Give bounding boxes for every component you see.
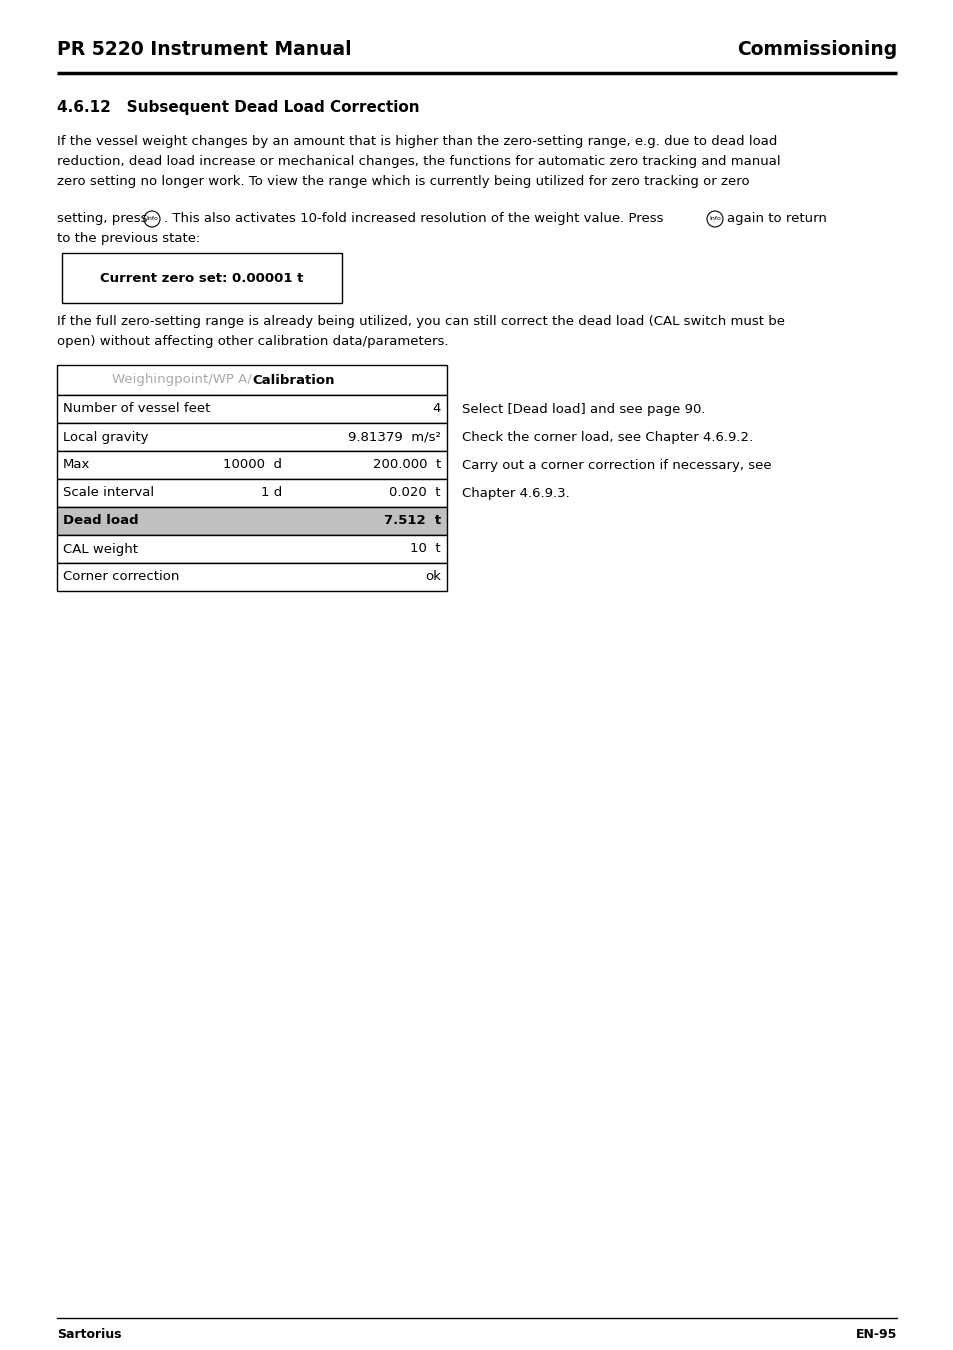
Bar: [57, 479, 447, 508]
Bar: [57, 364, 447, 396]
Text: 4.6.12   Subsequent Dead Load Correction: 4.6.12 Subsequent Dead Load Correction: [57, 100, 419, 115]
Text: reduction, dead load increase or mechanical changes, the functions for automatic: reduction, dead load increase or mechani…: [57, 155, 780, 167]
Text: 200.000  t: 200.000 t: [373, 459, 440, 471]
Text: again to return: again to return: [726, 212, 826, 225]
Text: Select [Dead load] and see page 90.: Select [Dead load] and see page 90.: [461, 402, 705, 416]
Text: Number of vessel feet: Number of vessel feet: [63, 402, 211, 416]
Text: 1 d: 1 d: [260, 486, 282, 500]
Text: Local gravity: Local gravity: [63, 431, 149, 444]
Text: . This also activates 10-fold increased resolution of the weight value. Press: . This also activates 10-fold increased …: [164, 212, 667, 225]
Text: Info: Info: [708, 216, 720, 221]
Text: Dead load: Dead load: [63, 514, 138, 528]
Text: zero setting no longer work. To view the range which is currently being utilized: zero setting no longer work. To view the…: [57, 176, 749, 188]
Bar: [57, 563, 447, 591]
Text: If the full zero-setting range is already being utilized, you can still correct : If the full zero-setting range is alread…: [57, 315, 784, 328]
Text: CAL weight: CAL weight: [63, 543, 138, 555]
Text: Max: Max: [63, 459, 91, 471]
Text: 0.020  t: 0.020 t: [389, 486, 440, 500]
Text: Check the corner load, see Chapter 4.6.9.2.: Check the corner load, see Chapter 4.6.9…: [461, 431, 752, 444]
Text: 10  t: 10 t: [410, 543, 440, 555]
Text: to the previous state:: to the previous state:: [57, 232, 200, 244]
Text: Weighingpoint/WP A/: Weighingpoint/WP A/: [112, 374, 252, 386]
Text: Info: Info: [146, 216, 158, 221]
Bar: [57, 508, 447, 535]
Bar: [57, 535, 447, 563]
Text: 4: 4: [432, 402, 440, 416]
Text: 10000  d: 10000 d: [223, 459, 282, 471]
Text: PR 5220 Instrument Manual: PR 5220 Instrument Manual: [57, 40, 352, 59]
Text: Chapter 4.6.9.3.: Chapter 4.6.9.3.: [461, 486, 569, 500]
Text: open) without affecting other calibration data/parameters.: open) without affecting other calibratio…: [57, 335, 448, 348]
Bar: [62, 252, 341, 302]
Text: EN-95: EN-95: [855, 1328, 896, 1341]
Bar: [57, 396, 447, 423]
Text: Calibration: Calibration: [252, 374, 335, 386]
Text: Sartorius: Sartorius: [57, 1328, 121, 1341]
Text: setting, press: setting, press: [57, 212, 152, 225]
Bar: [57, 451, 447, 479]
Text: Current zero set: 0.00001 t: Current zero set: 0.00001 t: [100, 271, 303, 285]
Text: 7.512  t: 7.512 t: [383, 514, 440, 528]
Text: Scale interval: Scale interval: [63, 486, 154, 500]
Text: ok: ok: [425, 571, 440, 583]
Text: 9.81379  m/s²: 9.81379 m/s²: [348, 431, 440, 444]
Text: Corner correction: Corner correction: [63, 571, 179, 583]
Text: Commissioning: Commissioning: [736, 40, 896, 59]
Text: If the vessel weight changes by an amount that is higher than the zero-setting r: If the vessel weight changes by an amoun…: [57, 135, 777, 148]
Bar: [57, 423, 447, 451]
Text: Carry out a corner correction if necessary, see: Carry out a corner correction if necessa…: [461, 459, 771, 471]
